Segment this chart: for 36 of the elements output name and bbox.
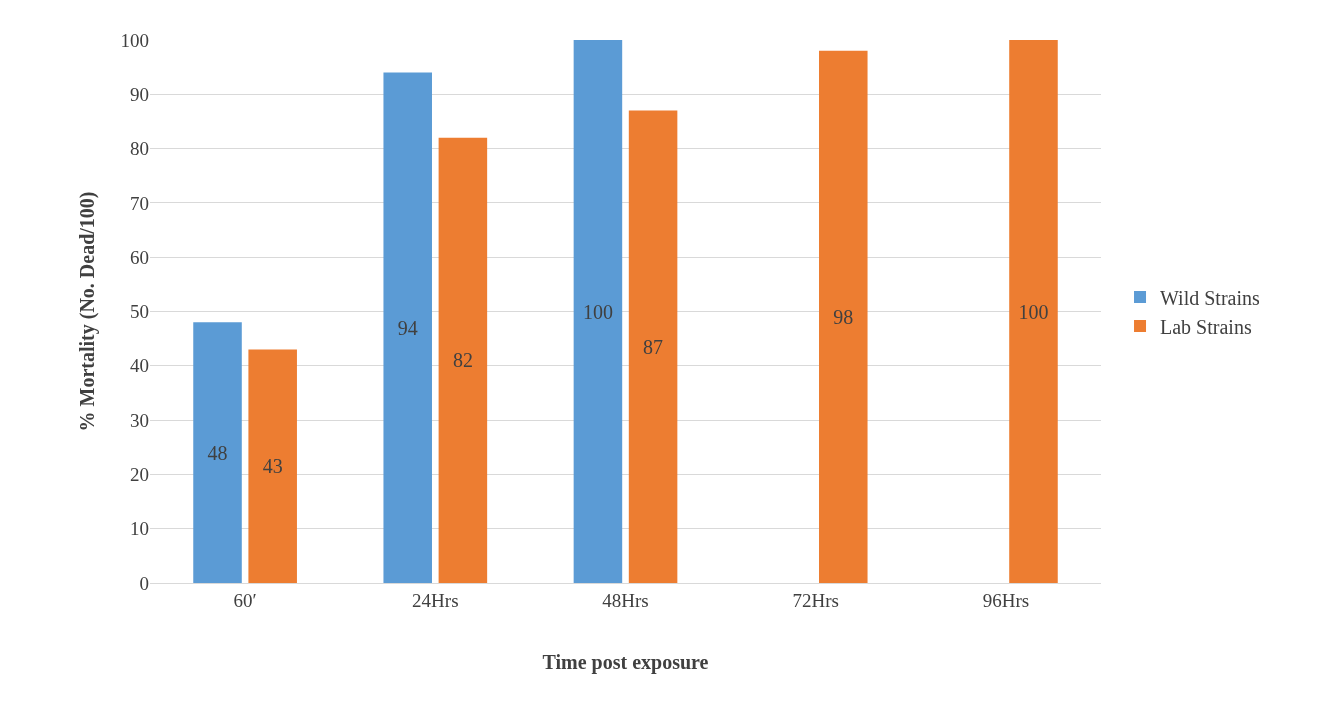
- y-tick-label: 60: [130, 246, 149, 268]
- bar: [628, 110, 678, 583]
- data-label: 43: [262, 455, 283, 478]
- y-tick-label: 30: [130, 409, 149, 431]
- x-tick-label: 48Hrs: [602, 589, 649, 611]
- y-tick-label: 0: [139, 572, 149, 594]
- y-tick-label: 40: [130, 355, 149, 377]
- bar: [438, 137, 488, 583]
- y-tick-label: 10: [130, 518, 149, 540]
- y-tick-label: 70: [130, 192, 149, 214]
- data-label: 48: [207, 441, 228, 464]
- data-label: 82: [452, 349, 473, 372]
- bar: [248, 349, 297, 583]
- x-tick-label: 72Hrs: [792, 589, 839, 611]
- y-axis-title: % Mortality (No. Dead/100): [76, 191, 99, 432]
- y-tick-label: 20: [130, 464, 149, 486]
- data-label: 87: [643, 335, 664, 358]
- y-tick-label: 100: [120, 29, 149, 51]
- bar: [573, 40, 623, 583]
- bar: [193, 322, 242, 583]
- y-tick-label: 90: [130, 83, 149, 105]
- data-label: 94: [397, 316, 418, 339]
- x-axis-title: Time post exposure: [542, 651, 709, 675]
- x-tick-label: 96Hrs: [982, 589, 1030, 611]
- bar: [1009, 40, 1058, 583]
- bar: [383, 72, 432, 583]
- y-tick-label: 50: [130, 301, 149, 323]
- x-tick-label: 60′: [233, 589, 257, 611]
- y-tick-label: 80: [130, 138, 149, 160]
- data-label: 98: [833, 305, 854, 328]
- x-tick-label: 24Hrs: [412, 589, 459, 611]
- bar: [819, 50, 868, 583]
- data-label: 100: [1018, 300, 1049, 323]
- legend-label: Lab Strains: [1160, 315, 1252, 338]
- data-label: 100: [582, 300, 613, 323]
- legend-label: Wild Strains: [1160, 286, 1260, 309]
